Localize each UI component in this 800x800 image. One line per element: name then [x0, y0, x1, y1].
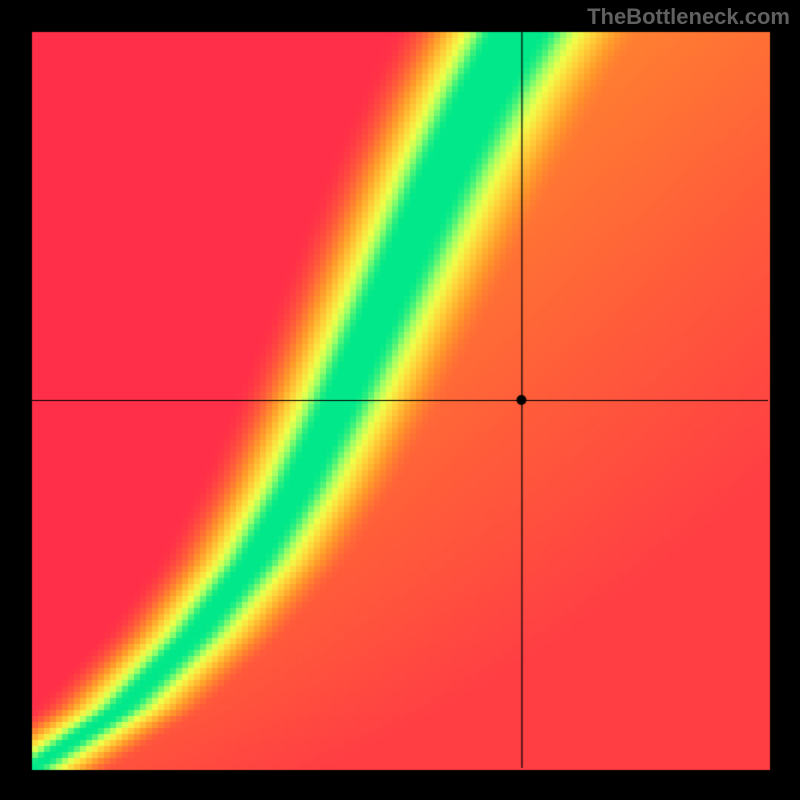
heatmap-canvas	[0, 0, 800, 800]
watermark-text: TheBottleneck.com	[587, 4, 790, 30]
